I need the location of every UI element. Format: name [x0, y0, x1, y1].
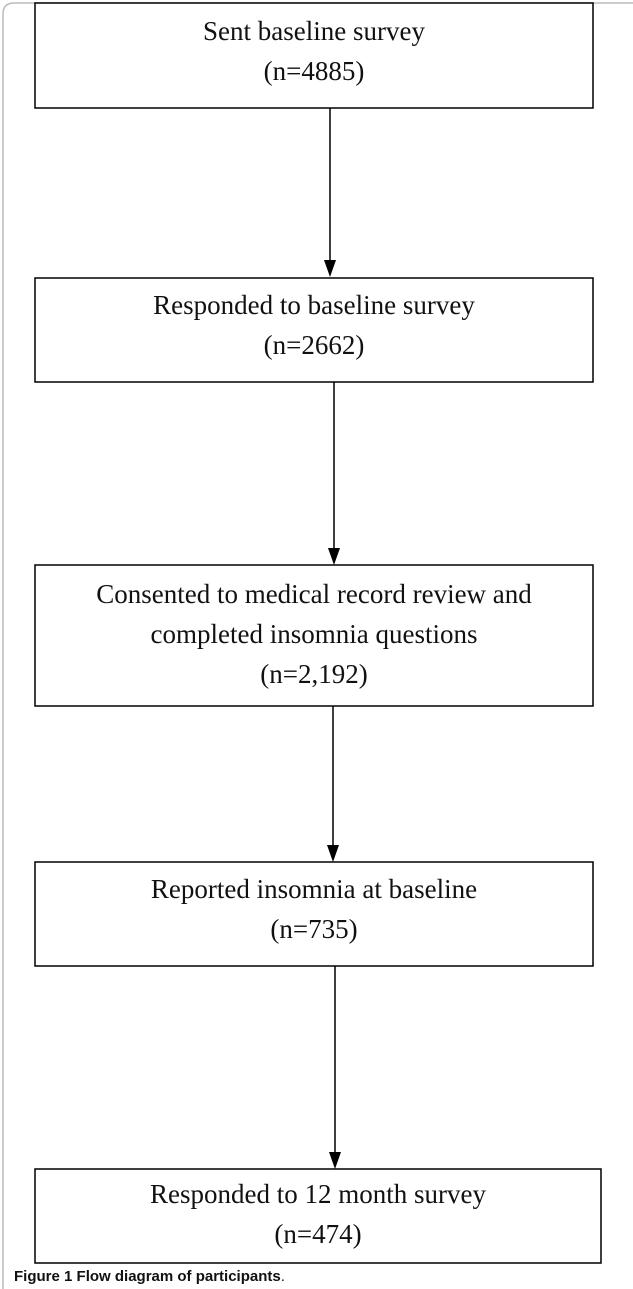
- node-text: (n=474): [274, 1219, 361, 1249]
- node-text: (n=735): [270, 914, 357, 944]
- node-text: Consented to medical record review and: [96, 579, 532, 609]
- box: [34, 861, 594, 967]
- node-text: Responded to baseline survey: [153, 290, 475, 320]
- node-text: (n=2662): [264, 330, 365, 360]
- box: [34, 2, 594, 109]
- box: [34, 277, 594, 383]
- arrowhead: [328, 548, 340, 565]
- node-text: Sent baseline survey: [203, 16, 425, 46]
- arrowhead: [324, 260, 336, 277]
- node-text: completed insomnia questions: [151, 619, 478, 649]
- node-text: Responded to 12 month survey: [150, 1179, 486, 1209]
- box: [34, 1168, 602, 1264]
- caption-label: Figure 1: [14, 1268, 72, 1285]
- arrowhead: [329, 1152, 341, 1169]
- caption-end: .: [281, 1268, 285, 1285]
- box: [34, 564, 594, 707]
- caption: Figure 1 Flow diagram of participants.: [14, 1268, 285, 1285]
- node-text: (n=4885): [264, 56, 365, 86]
- node-text: Reported insomnia at baseline: [151, 874, 477, 904]
- caption-text: Flow diagram of participants: [77, 1268, 281, 1285]
- arrowhead: [327, 845, 339, 862]
- node-text: (n=2,192): [260, 659, 367, 689]
